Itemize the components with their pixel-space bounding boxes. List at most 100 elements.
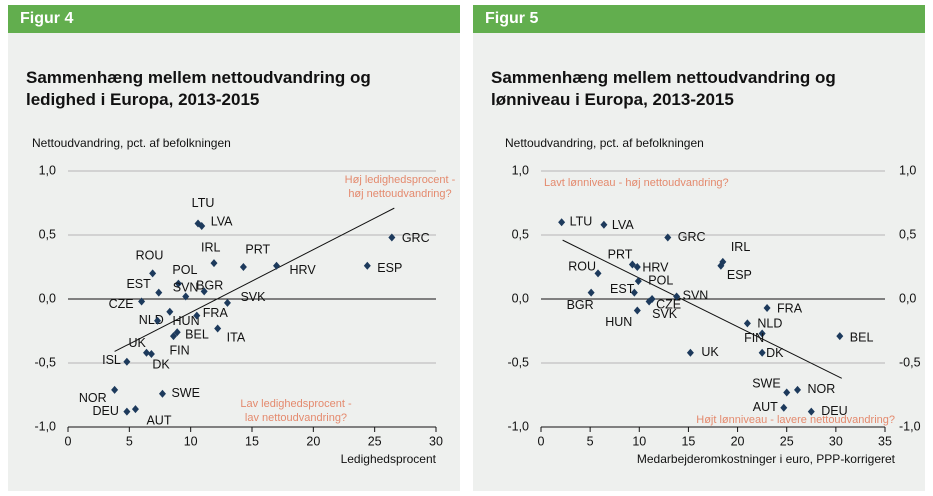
marker [758,348,766,357]
x-tick-label: 15 [681,434,695,448]
marker [273,261,281,270]
point-label: SVK [240,290,266,304]
y-tick-label: 0,0 [512,291,529,305]
point-label: SWE [171,386,199,400]
y-tick-label: -1,0 [507,419,529,433]
point-label: SVN [173,281,199,295]
point-label: POL [172,263,197,277]
point-label: BEL [850,330,874,344]
point-label: AUT [146,413,171,427]
y-tick-label: 0,5 [39,227,56,241]
chart-title: Sammenhæng mellem nettoudvandring og led… [26,68,371,109]
point-label: ISL [102,353,121,367]
marker [600,220,608,229]
marker [807,407,815,416]
marker [173,328,181,337]
marker [594,269,602,278]
marker [123,357,131,366]
point-label: ROU [136,249,164,263]
point-label: LTU [570,214,593,228]
point-label: FRA [203,306,229,320]
point-label: LVA [612,218,634,232]
marker [169,332,177,341]
point-label: LVA [211,214,233,228]
marker [182,292,190,301]
point-label: ROU [568,260,596,274]
point-label: PRT [245,242,270,256]
x-tick-label: 25 [780,434,794,448]
marker [174,279,182,288]
annotation: Højt lønniveau - lavere nettoudvandring? [696,414,895,426]
point-label: IRL [201,240,221,254]
marker [794,385,802,394]
marker [645,297,653,306]
annotation: Lavt lønniveau - høj nettoudvandring? [544,177,729,189]
point-label: NLD [757,317,782,331]
point-label: SVK [652,307,678,321]
y-tick-label: -1,0 [34,419,56,433]
marker [138,297,146,306]
marker [836,332,844,341]
y-tick-label: 1,0 [512,163,529,177]
y2-tick-label: -0,5 [899,355,921,369]
marker [633,263,641,271]
marker [628,260,636,269]
marker [214,324,222,333]
x-tick-label: 30 [829,434,843,448]
point-label: NOR [808,382,836,396]
x-axis-label: Medarbejderomkostninger i euro, PPP-korr… [637,452,896,466]
chart-title: Sammenhæng mellem nettoudvandring og løn… [491,68,836,109]
marker [780,403,788,412]
point-label: NOR [79,391,107,405]
marker [363,261,371,270]
annotation: Høj ledighedsprocent - [345,174,456,186]
marker [143,348,151,357]
x-tick-label: 10 [184,434,198,448]
x-tick-label: 25 [368,434,382,448]
marker [200,287,208,296]
marker [783,388,791,397]
point-label: DEU [92,404,118,418]
panel: Figur 5 Sammenhæng mellem nettoudvandrin… [473,5,925,491]
point-label: HUN [605,315,632,329]
x-tick-label: 0 [538,434,545,448]
point-label: AUT [753,400,778,414]
point-label: POL [648,273,673,287]
x-tick-label: 30 [429,434,443,448]
y-tick-label: 0,5 [512,227,529,241]
point-label: LTU [192,196,215,210]
marker [587,288,595,297]
y-tick-label: -0,5 [34,355,56,369]
marker [763,303,771,312]
y2-tick-label: 0,0 [899,291,916,305]
marker [123,407,131,416]
marker [743,319,751,328]
marker [158,389,166,398]
marker [239,263,247,271]
point-label: UK [129,336,147,350]
marker [154,316,162,325]
point-label: FIN [744,331,764,345]
marker [686,348,694,357]
marker [388,233,396,242]
point-label: HRV [290,263,317,277]
marker [758,329,766,338]
point-label: CZE [656,297,681,311]
point-label: ESP [377,261,402,275]
marker [210,259,218,268]
panel: Figur 4 Sammenhæng mellem nettoudvandrin… [8,5,460,491]
marker [147,350,155,359]
figure-label: Figur 5 [473,5,925,33]
marker [634,277,642,286]
marker [558,218,566,227]
point-label: HRV [642,260,669,274]
marker [673,292,681,301]
point-label: SVN [683,289,709,303]
point-label: BGR [567,298,594,312]
annotation: lav nettoudvandring? [245,412,347,424]
trend-line [114,207,395,352]
marker [717,261,725,270]
marker [633,306,641,315]
x-tick-label: 5 [126,434,133,448]
